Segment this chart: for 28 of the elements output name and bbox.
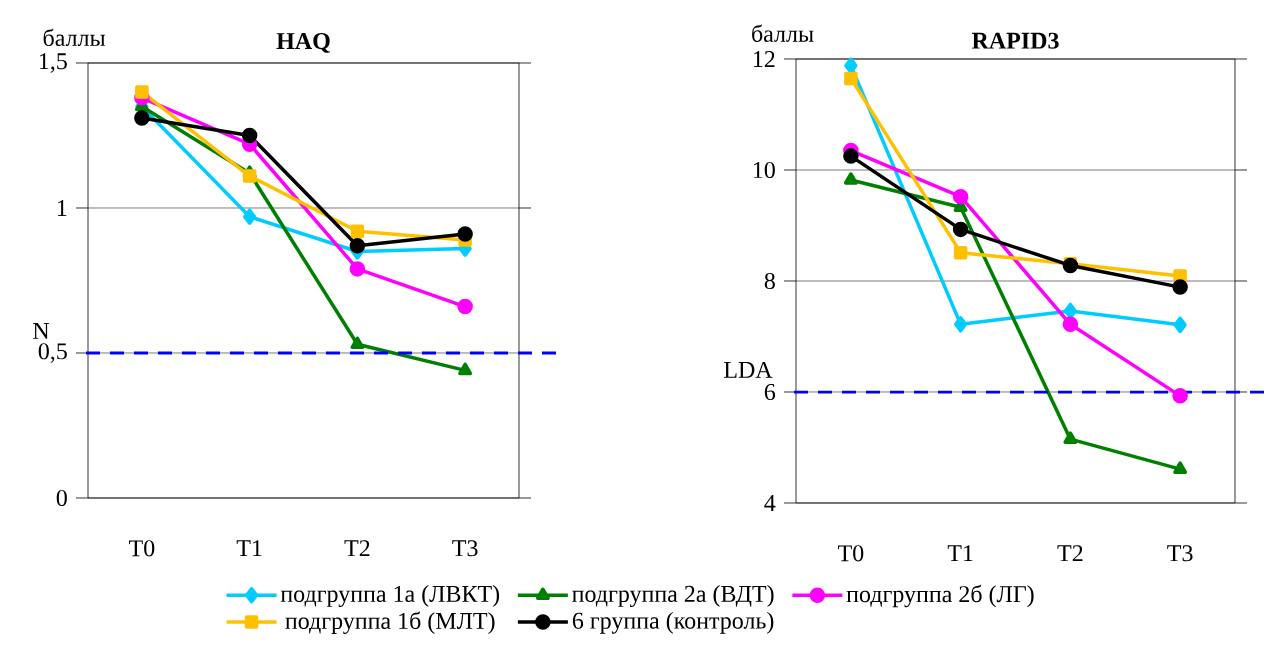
legend-label: подгруппа 2а (ВДТ): [572, 585, 774, 607]
legend-label: подгруппа 2б (ЛГ): [846, 584, 1034, 608]
y-tick-label: 1: [57, 200, 67, 216]
y-tick-label: 0: [56, 489, 67, 507]
legend-label: подгруппа 1б (МЛТ): [285, 611, 495, 634]
y-tick-label: 0,5: [38, 343, 67, 363]
x-tick-label: T0: [128, 540, 155, 557]
chart-title: HAQ: [276, 33, 330, 53]
x-tick-label: T2: [344, 540, 370, 557]
x-tick-label: T1: [947, 545, 973, 562]
y-tick-label: 12: [753, 51, 775, 67]
chart-title: RAPID3: [971, 32, 1059, 49]
ref-line-label: LDA: [724, 361, 773, 378]
legend-label: 6 группа (контроль): [572, 611, 774, 634]
ref-line-label: N: [33, 323, 50, 339]
x-tick-label: T0: [837, 545, 864, 562]
y-axis-title: баллы: [752, 24, 814, 42]
x-tick-label: T1: [236, 540, 262, 557]
y-tick-label: 4: [764, 495, 776, 511]
y-tick-label: 10: [753, 161, 775, 179]
x-tick-label: T2: [1057, 545, 1083, 562]
x-tick-label: T3: [452, 540, 478, 557]
y-axis-title: баллы: [43, 28, 106, 47]
x-tick-label: T3: [1167, 545, 1193, 562]
y-tick-label: 1,5: [39, 53, 67, 73]
y-tick-label: 8: [764, 272, 775, 290]
legend-label: подгруппа 1а (ЛВКТ): [280, 585, 500, 607]
y-tick-label: 6: [764, 383, 776, 401]
